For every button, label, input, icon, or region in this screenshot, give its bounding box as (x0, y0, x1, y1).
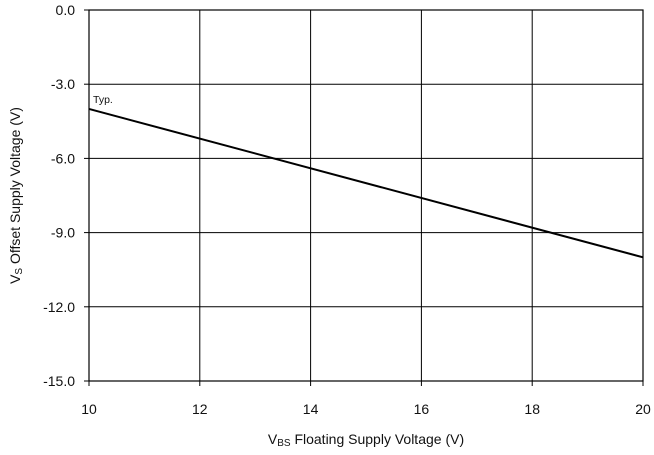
x-axis-label-sub: BS (277, 438, 291, 449)
x-tick-label: 10 (81, 401, 97, 417)
x-tick-label: 16 (414, 401, 430, 417)
y-axis-label-rest: Offset Supply Voltage (V) (7, 107, 23, 268)
x-tick-label: 12 (192, 401, 208, 417)
y-tick-label: -3.0 (51, 76, 75, 92)
y-tick-label: -6.0 (51, 150, 75, 166)
x-axis-label: VBS Floating Supply Voltage (V) (268, 431, 464, 449)
y-axis-label: VS Offset Supply Voltage (V) (7, 107, 25, 284)
x-axis-label-main: V (268, 431, 278, 447)
x-tick-labels: 10 12 14 16 18 20 (81, 401, 651, 417)
x-axis-label-rest: Floating Supply Voltage (V) (291, 431, 465, 447)
series-group (88, 107, 644, 259)
x-tick-label: 20 (635, 401, 651, 417)
y-axis-label-main: V (7, 274, 23, 284)
series-line (88, 107, 644, 259)
annotation-typ: Typ. (93, 94, 113, 106)
y-tick-labels: 0.0 -3.0 -6.0 -9.0 -12.0 -15.0 (43, 2, 75, 389)
grid (88, 9, 644, 382)
y-axis-label-sub: S (14, 268, 25, 275)
y-tick-label: 0.0 (56, 2, 76, 18)
x-tick-label: 18 (524, 401, 540, 417)
y-tick-label: -15.0 (43, 373, 75, 389)
tick-marks (84, 9, 644, 386)
y-tick-label: -12.0 (43, 299, 75, 315)
x-tick-label: 14 (303, 401, 319, 417)
y-tick-label: -9.0 (51, 225, 75, 241)
plot-frame (88, 9, 644, 382)
